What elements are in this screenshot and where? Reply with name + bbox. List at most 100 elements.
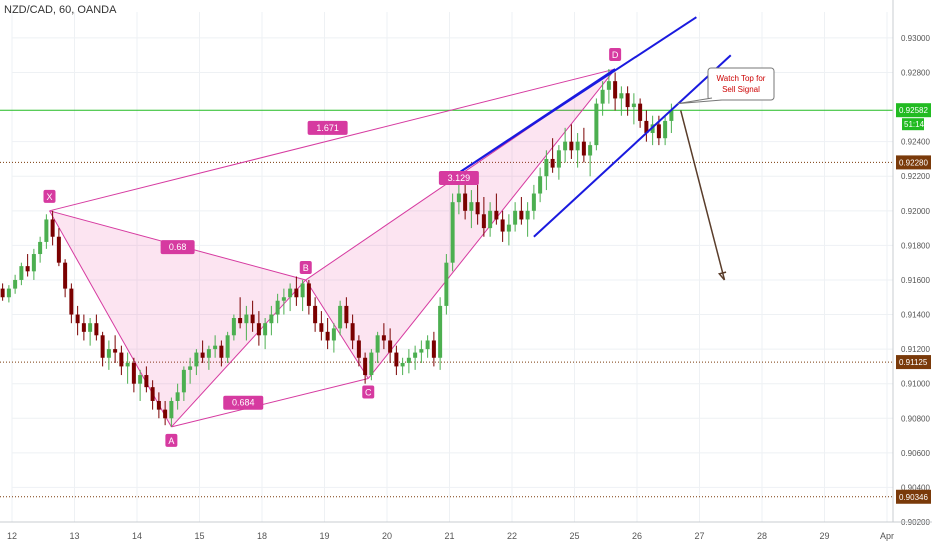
time-tick-label: Apr [880,531,894,541]
candle-body [156,400,161,410]
candle-body [625,93,630,108]
point-label-c: C [365,388,372,398]
candle-body [650,124,655,134]
time-tick-label: 29 [819,531,829,541]
candle-body [94,323,99,336]
level-tag-label: 0.91125 [899,358,928,367]
candle-body [375,335,380,353]
candle-body [406,357,411,363]
candle-body [569,141,574,151]
candle-body [275,300,280,315]
point-label-bg [165,433,178,447]
time-tick-label: 15 [194,531,204,541]
candle-body [444,262,449,306]
candle-body [450,202,455,263]
candle-body [63,262,68,289]
point-label-bg [43,189,56,203]
candle-body [538,176,543,194]
time-tick-label: 18 [257,531,267,541]
candle-body [106,349,111,358]
candle-body [306,283,311,306]
sell-arrow-shaft [680,110,726,281]
candle-body [44,219,49,242]
candle-body [169,400,174,419]
price-tick-label: 0.91400 [901,311,930,320]
candle-body [194,352,199,367]
candle-body [469,202,474,211]
candle-body [213,345,218,350]
candle-body [500,219,505,232]
ratio-label: 3.129 [448,173,471,183]
candle-body [0,288,5,298]
candle-body [631,103,636,108]
pattern-fill-xab [49,210,306,427]
candle-body [431,340,436,358]
candle-body [200,352,205,358]
ratio-label-bg [438,170,479,185]
callout-box [707,67,775,101]
candle-body [619,93,624,99]
ratio-label: 1.671 [316,123,339,133]
candle-body [219,345,224,358]
candle-body [669,110,674,121]
time-tick-label: 13 [69,531,79,541]
candle-body [231,318,236,336]
candle-body [519,210,524,220]
candle-body [113,349,118,353]
candle-body [381,335,386,341]
ratio-label: 0.68 [169,242,187,252]
pattern-line [171,378,369,428]
sell-arrow-head [717,271,727,281]
ratio-label-bg [223,395,264,410]
candle-body [481,214,486,229]
candle-body [556,150,561,168]
price-tick-label: 0.91600 [901,276,930,285]
candle-body [50,219,55,237]
candle-body [575,141,580,151]
point-label-b: B [303,263,309,273]
candle-body [425,340,430,350]
price-tick-label: 0.91200 [901,345,930,354]
price-tag-bg [896,103,931,118]
candle-body [325,331,330,341]
point-label-bg [609,48,622,62]
candle-body [238,318,243,324]
candle-body [31,254,36,272]
candle-body [438,305,443,358]
candle-body [288,288,293,298]
level-tag-bg [896,155,931,170]
channel-line [458,68,616,174]
countdown-bg [902,118,924,131]
candle-body [244,314,249,324]
point-label-a: A [168,436,174,446]
price-tick-label: 0.90400 [901,483,930,492]
point-label-bg [362,385,375,399]
candle-body [88,323,93,332]
candle-body [338,305,343,329]
candle-body [6,288,11,298]
candle-body [250,314,255,324]
candle-body [119,352,124,367]
ratio-label-bg [307,120,348,135]
candle-body [563,141,568,151]
time-tick-label: 26 [632,531,642,541]
candle-body [56,236,61,263]
channel-line [533,54,732,238]
candle-body [463,193,468,211]
candle-body [188,366,193,370]
time-tick-label: 28 [757,531,767,541]
price-tick-label: 0.92400 [901,138,930,147]
candle-body [256,323,261,336]
time-tick-label: 20 [382,531,392,541]
candle-body [413,352,418,358]
candle-body [144,375,149,388]
price-tick-label: 0.90600 [901,449,930,458]
candle-body [331,328,336,341]
candle-body [300,283,305,298]
price-tag-label: 0.92582 [899,106,928,115]
candle-body [369,352,374,376]
candle-body [606,81,611,90]
candle-body [363,357,368,376]
